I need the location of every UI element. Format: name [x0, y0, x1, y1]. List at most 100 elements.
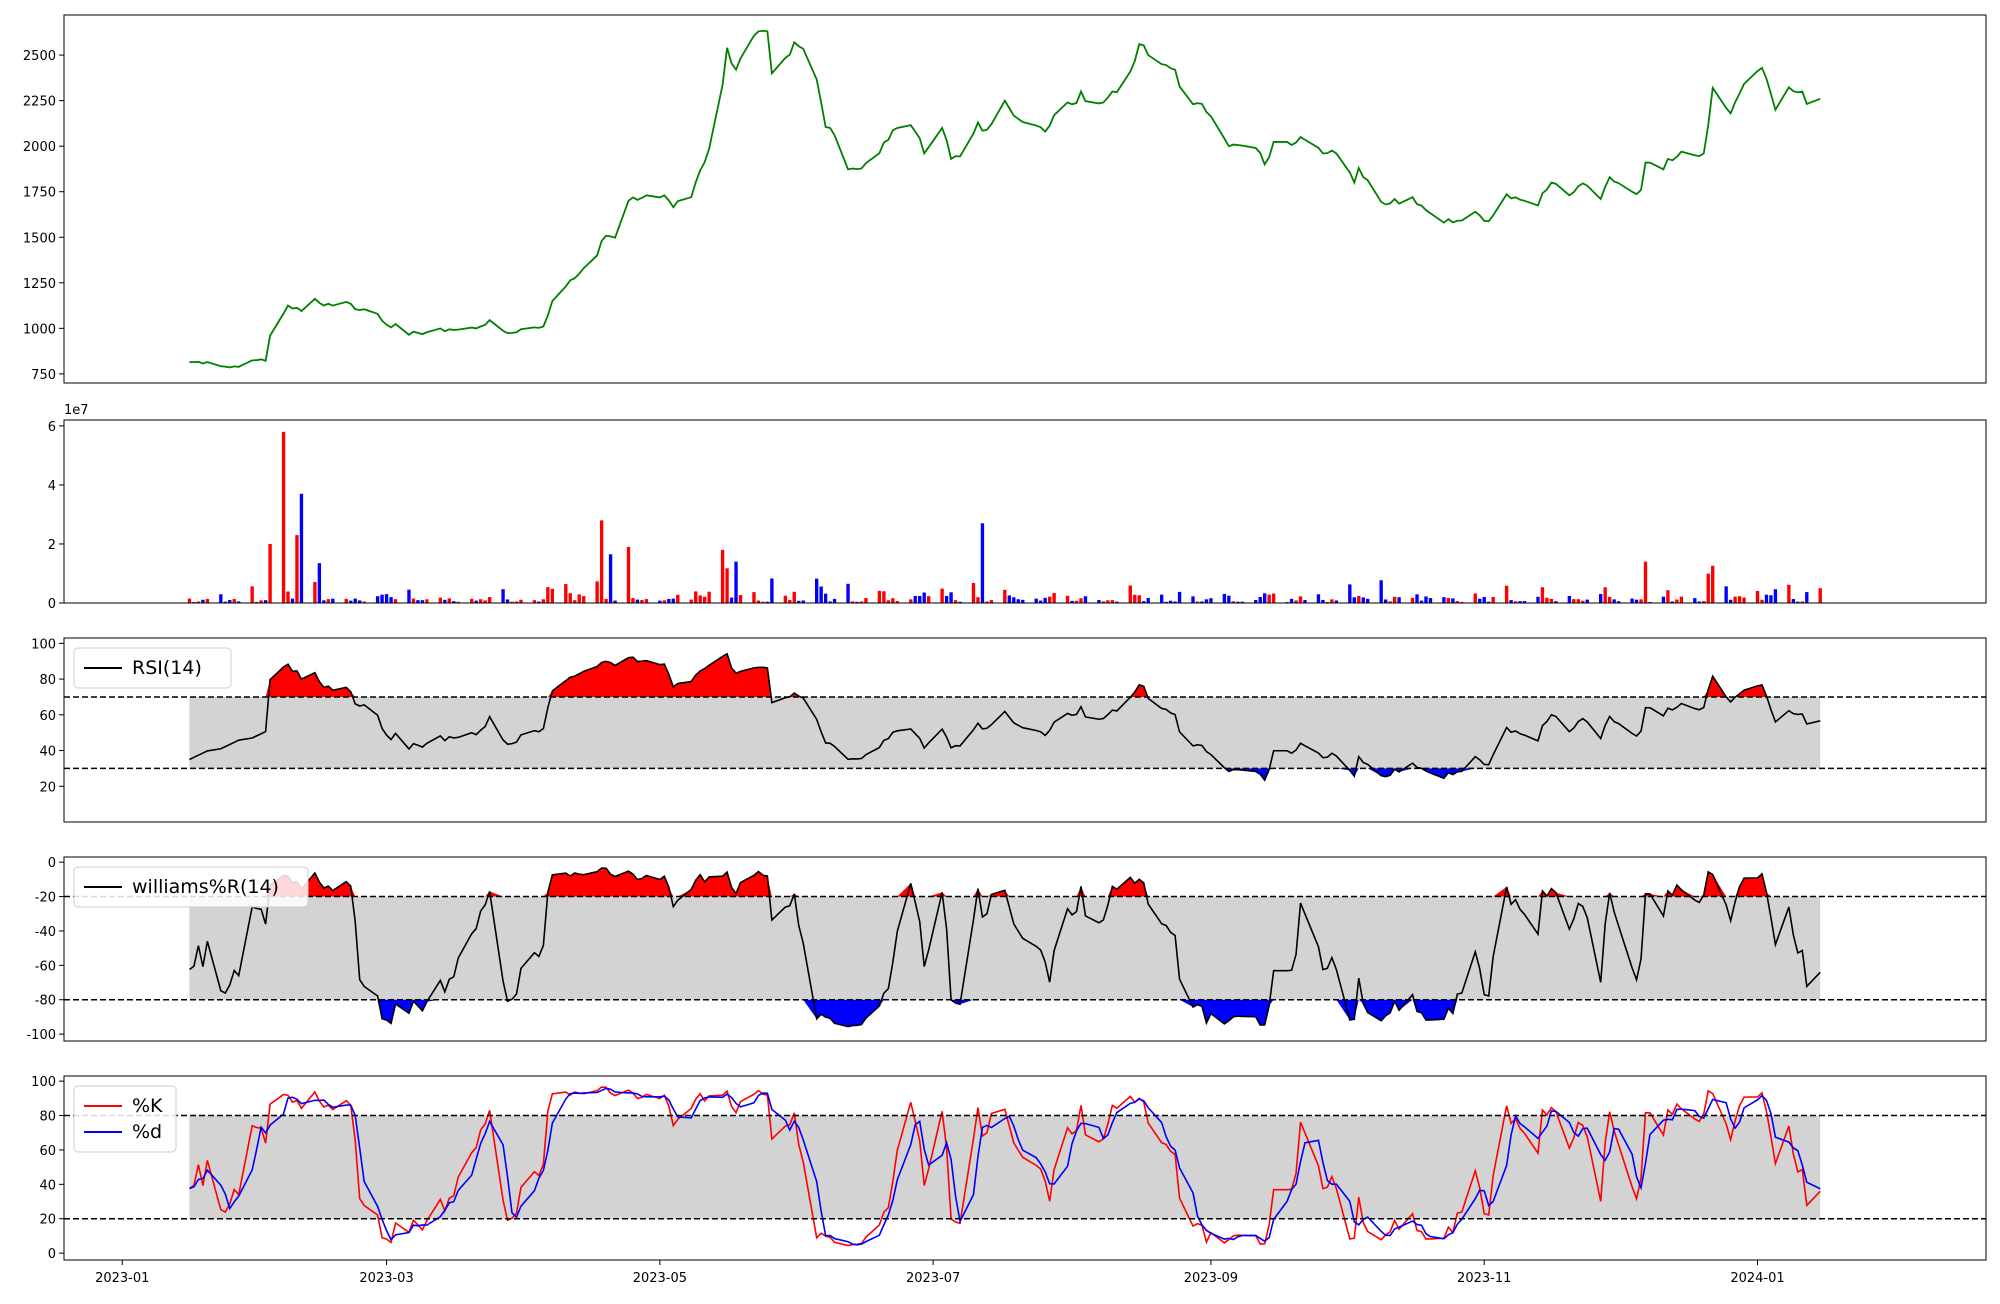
xtick-label: 2023-07 — [906, 1271, 960, 1286]
volume-bar — [1693, 598, 1697, 603]
volume-bar — [1661, 596, 1666, 603]
volume-bar — [1209, 598, 1213, 603]
volume-bar — [792, 591, 796, 603]
volume-bar — [613, 600, 617, 603]
legend-box — [73, 647, 232, 689]
volume-bar — [1760, 599, 1764, 603]
ytick-label: 2 — [48, 538, 56, 553]
threshold-band — [189, 1115, 1821, 1219]
volume-bar — [626, 546, 631, 603]
volume-bar — [729, 597, 734, 603]
volume-bar — [738, 595, 743, 603]
volume-bar — [384, 594, 389, 603]
ytick-label: 0 — [48, 597, 56, 612]
volume-bar — [1478, 598, 1482, 603]
volume-bar — [407, 589, 411, 603]
volume-bar — [1294, 600, 1298, 603]
volume-bar — [362, 601, 366, 603]
volume-bar — [1316, 594, 1321, 603]
ytick-label: -60 — [35, 959, 56, 974]
volume-bar — [1142, 601, 1146, 603]
price-line — [189, 29, 1821, 369]
volume-bar — [375, 596, 380, 603]
volume-bar — [1616, 601, 1621, 603]
xtick-label: 2023-11 — [1457, 1271, 1511, 1286]
volume-bar — [1352, 597, 1356, 603]
volume-bar — [783, 595, 787, 603]
volume-bar — [707, 591, 711, 603]
volume-bar — [1366, 598, 1370, 603]
volume-bar — [1522, 601, 1527, 603]
volume-bar — [1168, 600, 1173, 603]
ytick-label: 20 — [39, 780, 56, 795]
ytick-label: 4 — [48, 479, 56, 494]
volume-bar — [1711, 565, 1715, 603]
volume-bar — [1576, 599, 1580, 603]
volume-bar — [1607, 596, 1612, 603]
volume-bar — [725, 568, 729, 603]
volume-bar — [1361, 597, 1365, 603]
threshold-band — [189, 896, 1821, 1000]
ytick-label: 0 — [48, 856, 56, 871]
volume-bar — [1724, 586, 1728, 603]
volume-bar — [694, 591, 698, 603]
volume-bar — [608, 554, 613, 603]
ytick-label: 2250 — [23, 95, 56, 110]
volume-bar — [765, 601, 770, 603]
volume-bar — [1070, 600, 1074, 603]
ytick-label: 0 — [48, 1247, 56, 1262]
volume-bar — [1258, 597, 1262, 603]
volume-bar — [1173, 601, 1177, 603]
volume-bar — [1106, 600, 1110, 603]
volume-bar — [1581, 600, 1585, 603]
volume-bar — [550, 588, 555, 603]
ytick-label: 1500 — [23, 231, 56, 246]
volume-bar — [1164, 601, 1168, 603]
volume-bar — [1800, 601, 1804, 603]
volume-bar — [582, 596, 586, 603]
volume-bar — [541, 599, 546, 603]
legend-label: %d — [132, 1121, 162, 1143]
volume-bar — [568, 593, 572, 603]
volume-bar — [1419, 600, 1424, 603]
volume-bar — [927, 596, 931, 603]
volume-bar — [1410, 597, 1415, 603]
volume-bar — [263, 600, 268, 603]
volume-bar — [985, 601, 989, 603]
ytick-label: 750 — [31, 368, 56, 383]
volume-bar — [1536, 596, 1540, 603]
volume-bar — [349, 600, 353, 603]
volume-bar — [976, 597, 980, 603]
volume-bar — [1052, 592, 1056, 603]
volume-bar — [1737, 596, 1742, 603]
ytick-label: -80 — [35, 994, 56, 1009]
ytick-label: 100 — [31, 637, 56, 652]
volume-bar — [1267, 594, 1271, 603]
volume-bar — [219, 594, 223, 603]
volume-bar — [989, 600, 994, 603]
volume-bar — [1415, 594, 1419, 603]
xtick-label: 2024-01 — [1730, 1271, 1784, 1286]
volume-bar — [1330, 599, 1334, 603]
volume-bar — [326, 599, 331, 603]
volume-bar — [1769, 595, 1773, 603]
volume-bar — [1554, 601, 1558, 603]
volume-bar — [1630, 598, 1634, 603]
volume-bar — [1509, 600, 1513, 603]
volume-bar — [573, 600, 577, 603]
volume-bar — [922, 592, 926, 603]
volume-bar — [1549, 598, 1554, 603]
volume-bar — [420, 600, 425, 603]
volume-bar — [877, 590, 882, 603]
volume-bar — [1643, 561, 1648, 603]
volume-bar — [1357, 596, 1361, 603]
volume-bar — [411, 598, 416, 603]
volume-bar — [1670, 601, 1675, 603]
volume-bar — [828, 601, 832, 603]
ytick-label: 1750 — [23, 186, 56, 201]
volume-bar — [1236, 601, 1240, 603]
oversold-fill — [189, 768, 1821, 781]
volume-bar — [1298, 596, 1303, 603]
volume-bar — [604, 598, 608, 603]
